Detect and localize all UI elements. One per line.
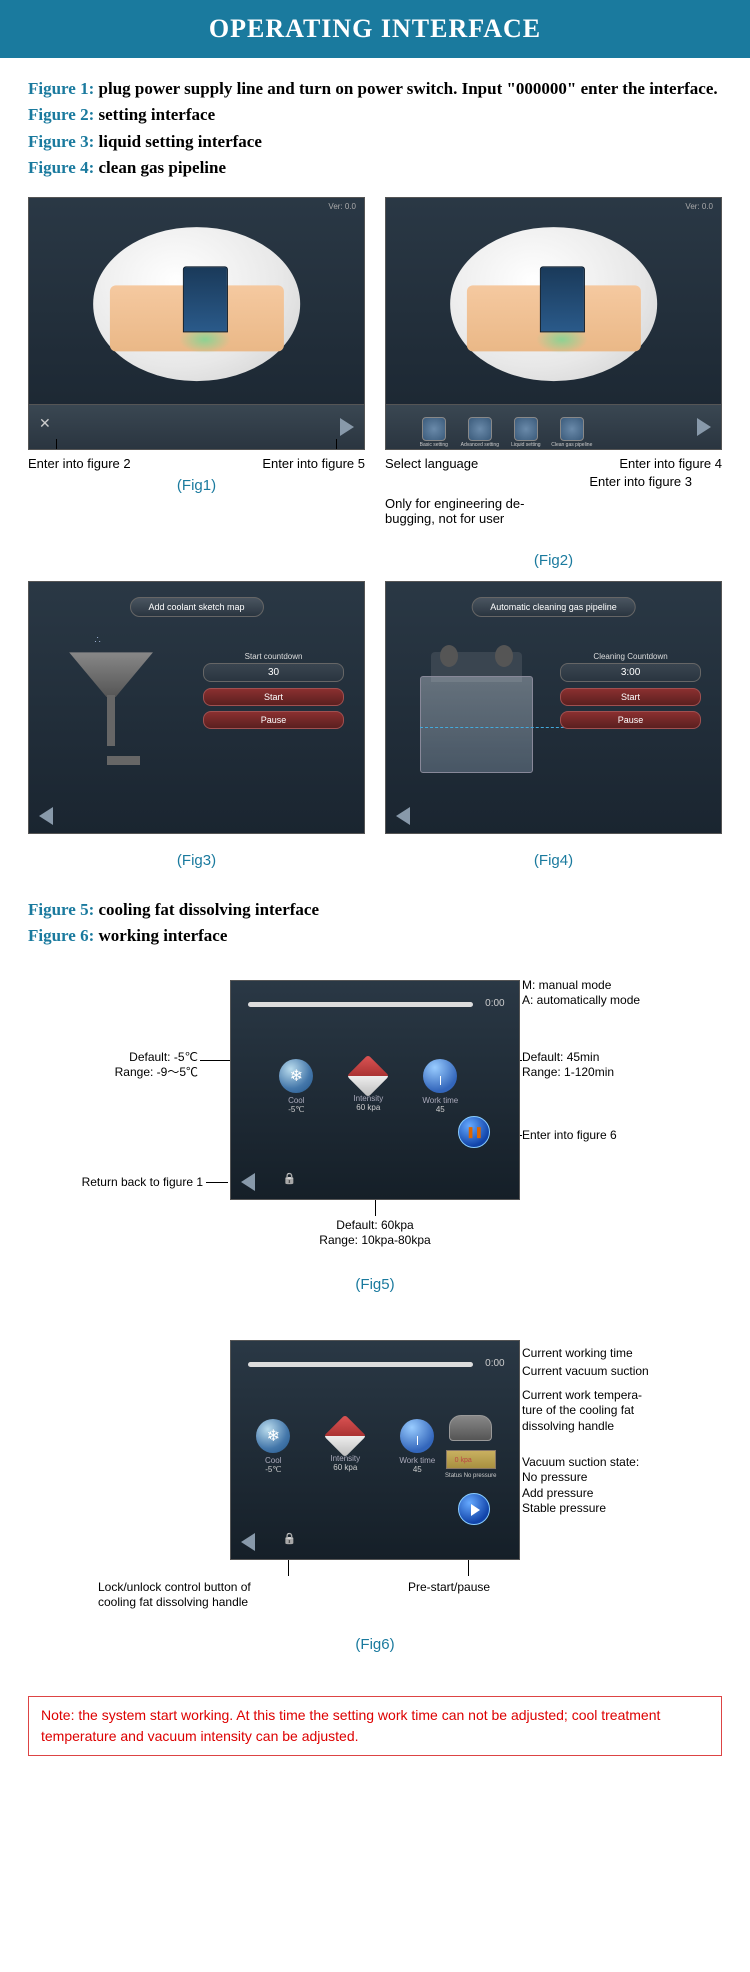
fig2-desc: setting interface <box>99 105 216 124</box>
fig6-desc: working interface <box>99 926 228 945</box>
fig6-label-worktime: Current working time <box>522 1346 722 1362</box>
version-label: Ver: 0.0 <box>685 202 713 211</box>
fig5-label-return: Return back to figure 1 <box>28 1175 203 1191</box>
countdown-label: Cleaning Countdown <box>560 652 701 661</box>
time-display: 0:00 <box>485 998 504 1009</box>
lock-icon[interactable] <box>283 1529 297 1543</box>
note-text: Note: the system start working. At this … <box>41 1705 709 1747</box>
next-arrow-icon[interactable] <box>340 418 354 436</box>
handle-display: 0 kpa Status No pressure <box>440 1415 502 1485</box>
fig2-caption: (Fig2) <box>385 552 722 569</box>
fig2-screen: Ver: 0.0 Basic setting Advanced setting … <box>385 197 722 450</box>
fig4-label: Figure 4: <box>28 158 99 177</box>
fig2-ann-select: Select language <box>385 456 478 471</box>
fig6-label-prestart: Pre-start/pause <box>408 1580 490 1596</box>
fig2-label: Figure 2: <box>28 105 99 124</box>
param-worktime[interactable]: Work time 45 <box>392 1419 442 1474</box>
content: Figure 1: plug power supply line and tur… <box>0 58 750 1782</box>
intensity-icon <box>324 1415 366 1457</box>
start-button[interactable]: Start <box>560 688 701 706</box>
fig4-screen: Automatic cleaning gas pipeline Noting f… <box>385 581 722 834</box>
note-box: Note: the system start working. At this … <box>28 1696 722 1756</box>
fig6-label-lock: Lock/unlock control button of cooling fa… <box>98 1580 328 1611</box>
version-label: Ver: 0.0 <box>328 202 356 211</box>
fig1-caption: (Fig1) <box>28 477 365 494</box>
time-display: 0:00 <box>485 1358 504 1369</box>
progress-bar <box>248 1002 473 1007</box>
fig5-label-time: Default: 45min Range: 1-120min <box>522 1050 712 1081</box>
intro-list: Figure 1: plug power supply line and tur… <box>28 76 722 181</box>
countdown-value: 3:00 <box>560 663 701 682</box>
param-cool[interactable]: Cool -5℃ <box>271 1059 321 1114</box>
start-button[interactable]: Start <box>203 688 344 706</box>
fig5-label-intensity: Default: 60kpa Range: 10kpa-80kpa <box>319 1218 430 1249</box>
menu-clean[interactable]: Clean gas pipeline <box>551 417 593 448</box>
param-intensity[interactable]: Intensity 60 kpa <box>320 1419 370 1474</box>
intensity-icon <box>347 1055 389 1097</box>
fig5-label-enter6: Enter into figure 6 <box>522 1128 712 1144</box>
tank-icon: Noting fluid level <box>420 652 534 772</box>
fig5-label-cool: Default: -5℃ Range: -9～5℃ <box>48 1050 198 1081</box>
fig1-screen: Ver: 0.0 <box>28 197 365 450</box>
param-worktime[interactable]: Work time 45 <box>415 1059 465 1114</box>
fig3-caption: (Fig3) <box>28 852 365 869</box>
back-arrow-icon[interactable] <box>396 807 410 825</box>
fig1-ann-right: Enter into figure 5 <box>262 456 365 471</box>
param-intensity[interactable]: Intensity 60 kpa <box>343 1059 393 1114</box>
fig6-caption: (Fig6) <box>28 1636 722 1653</box>
next-arrow-icon[interactable] <box>697 418 711 436</box>
fig2-ann-eng: Only for engineering de- bugging, not fo… <box>385 496 524 526</box>
fig1-ann-left: Enter into figure 2 <box>28 456 131 471</box>
fig3-title: Add coolant sketch map <box>129 597 263 617</box>
snowflake-icon <box>256 1419 290 1453</box>
fig4-title: Automatic cleaning gas pipeline <box>471 597 636 617</box>
prestart-button[interactable] <box>458 1493 490 1525</box>
clock-icon <box>400 1419 434 1453</box>
fig6-label-state: Vacuum suction state: No pressure Add pr… <box>522 1455 722 1517</box>
fig6-label: Figure 6: <box>28 926 99 945</box>
snowflake-icon <box>279 1059 313 1093</box>
funnel-icon: ∴ <box>69 652 153 765</box>
back-arrow-icon[interactable] <box>241 1533 255 1551</box>
fig6-label-vacuum: Current vacuum suction <box>522 1364 722 1380</box>
pause-button[interactable]: Pause <box>203 711 344 729</box>
pause-button[interactable]: Pause <box>560 711 701 729</box>
fig3-desc: liquid setting interface <box>99 132 262 151</box>
fig4-caption: (Fig4) <box>385 852 722 869</box>
clock-icon <box>423 1059 457 1093</box>
fig5-label: Figure 5: <box>28 900 99 919</box>
fig5-screen: 0:00 Cool -5℃ Intensity 60 kpa Work t <box>230 980 520 1200</box>
fig2-ann-f3: Enter into figure 3 <box>589 474 692 489</box>
back-arrow-icon[interactable] <box>39 807 53 825</box>
countdown-value: 30 <box>203 663 344 682</box>
fig6-screen: 0:00 Cool -5℃ Intensity 60 kpa Work t <box>230 1340 520 1560</box>
menu-liquid[interactable]: Liquid setting <box>505 417 547 448</box>
progress-bar <box>248 1362 473 1367</box>
fig1-label: Figure 1: <box>28 79 99 98</box>
fig2-ann-f4: Enter into figure 4 <box>619 456 722 471</box>
fig5-label-mode: M: manual mode A: automatically mode <box>522 978 712 1009</box>
param-cool[interactable]: Cool -5℃ <box>248 1419 298 1474</box>
fig3-label: Figure 3: <box>28 132 99 151</box>
fig6-label-temp: Current work tempera- ture of the coolin… <box>522 1388 722 1435</box>
back-arrow-icon[interactable] <box>241 1173 255 1191</box>
play-pause-button[interactable] <box>458 1116 490 1148</box>
fig3-screen: Add coolant sketch map ∴ Start countdown… <box>28 581 365 834</box>
settings-icon[interactable] <box>37 416 59 438</box>
menu-advanced[interactable]: Advanced setting <box>459 417 501 448</box>
lock-icon[interactable] <box>283 1169 297 1183</box>
countdown-label: Start countdown <box>203 652 344 661</box>
fig4-desc: clean gas pipeline <box>99 158 227 177</box>
fig1-desc: plug power supply line and turn on power… <box>99 79 718 98</box>
fig5-caption: (Fig5) <box>28 1276 722 1293</box>
fig5-desc: cooling fat dissolving interface <box>99 900 320 919</box>
menu-basic[interactable]: Basic setting <box>413 417 455 448</box>
page-header: OPERATING INTERFACE <box>0 0 750 58</box>
